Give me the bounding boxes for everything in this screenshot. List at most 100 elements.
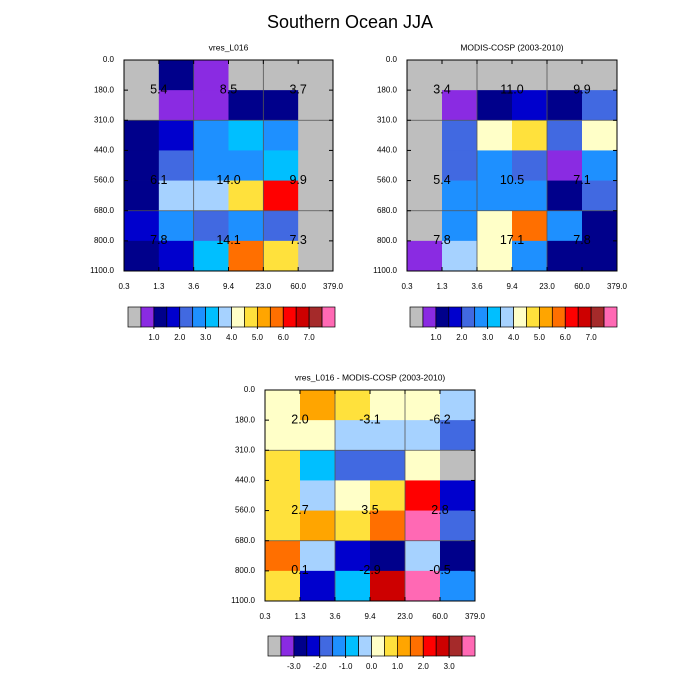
colorbar-tick-label: 3.0 (200, 333, 212, 342)
colorbar-tick-label: -2.0 (313, 662, 327, 671)
cell (512, 210, 548, 242)
y-tick-label: 180.0 (94, 85, 115, 94)
cell (228, 120, 264, 151)
cell (335, 480, 371, 511)
cell (298, 90, 334, 121)
block-value-label: -3.1 (359, 412, 381, 426)
colorbar-box (244, 306, 258, 328)
block-value-label: 14.1 (216, 233, 240, 247)
cell (298, 180, 334, 212)
cell (193, 150, 229, 181)
colorbar-box (564, 306, 579, 328)
colorbar-box (384, 635, 398, 657)
cell (265, 570, 301, 602)
panel-title: vres_L016 (209, 42, 249, 52)
colorbar-box (409, 635, 424, 657)
colorbar-box (267, 635, 282, 657)
colorbar-box (127, 306, 142, 328)
colorbar-box (218, 306, 232, 328)
cell (298, 240, 334, 272)
y-tick-label: 560.0 (235, 506, 256, 515)
colorbar-box (590, 306, 605, 328)
y-tick-label: 440.0 (377, 146, 398, 155)
cell (193, 210, 229, 242)
cell (477, 240, 513, 272)
cell (405, 450, 441, 481)
y-tick-label: 180.0 (377, 85, 398, 94)
cell (370, 510, 406, 542)
colorbar-box (231, 306, 245, 328)
block-value-label: 0.1 (291, 563, 308, 577)
cell (440, 510, 476, 542)
cell (335, 390, 371, 421)
cell (370, 570, 406, 602)
cell (263, 210, 299, 242)
cell (263, 60, 299, 91)
cell (442, 60, 478, 91)
block-value-label: 7.1 (573, 173, 590, 187)
cell (547, 120, 583, 151)
cell (582, 90, 618, 121)
block-value-label: 7.8 (150, 233, 167, 247)
colorbar-box (179, 306, 194, 328)
block-value-label: 11.0 (500, 82, 523, 96)
x-tick-label: 3.6 (471, 282, 483, 291)
y-tick-label: 0.0 (386, 55, 398, 64)
x-tick-label: 1.3 (436, 282, 448, 291)
cell (442, 210, 478, 242)
cell (193, 120, 229, 151)
cell (370, 480, 406, 511)
colorbar-tick-label: 2.0 (456, 333, 468, 342)
cell (477, 210, 513, 242)
cell (158, 60, 195, 91)
y-tick-label: 310.0 (377, 115, 398, 124)
colorbar-box (448, 635, 463, 657)
cell (407, 60, 443, 91)
cell (407, 180, 443, 212)
cell (298, 210, 334, 242)
block-value-label: 8.5 (220, 82, 237, 96)
block-value-label: 9.9 (573, 82, 590, 96)
cell (335, 540, 371, 572)
cell (547, 60, 583, 91)
colorbar-tick-label: 6.0 (560, 333, 572, 342)
colorbar-box (282, 306, 297, 328)
colorbar-box (397, 635, 411, 657)
cell (440, 450, 476, 481)
cell (263, 150, 299, 181)
cell (228, 240, 264, 272)
cell (124, 180, 160, 212)
cell (547, 210, 583, 242)
cell (263, 120, 299, 151)
cell (265, 540, 301, 572)
cell (335, 420, 371, 451)
colorbar-box (513, 306, 527, 328)
colorbar-tick-label: 3.0 (482, 333, 494, 342)
y-tick-label: 800.0 (94, 236, 115, 245)
cell (300, 510, 336, 542)
x-tick-label: 9.4 (506, 282, 518, 291)
colorbar-box (500, 306, 514, 328)
x-tick-label: 379.0 (323, 282, 344, 291)
cell (124, 150, 160, 181)
x-tick-label: 60.0 (574, 282, 590, 291)
block-value-label: 5.4 (433, 173, 450, 187)
panel-title: MODIS-COSP (2003-2010) (460, 42, 563, 52)
cell (582, 120, 618, 151)
colorbar-box (140, 306, 155, 328)
cell (582, 210, 618, 242)
cell (442, 180, 478, 212)
cell (265, 390, 301, 421)
block-value-label: 9.9 (289, 173, 306, 187)
colorbar-box (371, 635, 385, 657)
cell (547, 90, 583, 121)
colorbar-tick-label: 0.0 (366, 662, 378, 671)
cell (442, 240, 478, 272)
cell (442, 90, 478, 121)
colorbar-box (448, 306, 463, 328)
cell (158, 240, 195, 272)
colorbar-box (577, 306, 592, 328)
cell (124, 120, 160, 151)
x-tick-label: 23.0 (256, 282, 272, 291)
